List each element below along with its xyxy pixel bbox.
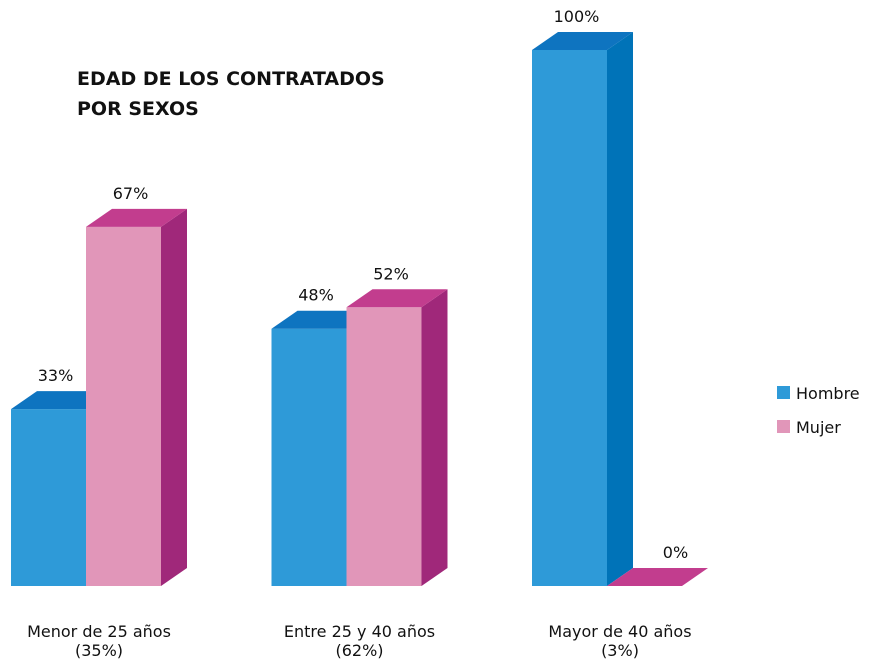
bar-front bbox=[532, 50, 607, 586]
bar-front bbox=[271, 328, 347, 586]
bar-front bbox=[86, 226, 161, 586]
bar-front bbox=[11, 409, 86, 586]
x-tick-label: Mayor de 40 años (3%) bbox=[548, 622, 692, 660]
bar-side bbox=[421, 289, 448, 586]
legend-swatch bbox=[777, 420, 790, 433]
value-label: 33% bbox=[38, 366, 74, 385]
bar-front bbox=[346, 307, 422, 586]
x-tick-label: Entre 25 y 40 años (62%) bbox=[283, 622, 436, 660]
bar-side bbox=[161, 208, 187, 586]
value-label: 52% bbox=[373, 264, 409, 283]
chart-title: EDAD DE LOS CONTRATADOS POR SEXOS bbox=[77, 68, 385, 120]
bar-top bbox=[607, 568, 708, 586]
value-label: 48% bbox=[298, 286, 334, 305]
bar bbox=[86, 208, 187, 586]
legend-label: Mujer bbox=[796, 418, 841, 437]
bar bbox=[607, 568, 708, 586]
legend-swatch bbox=[777, 386, 790, 399]
value-label: 100% bbox=[554, 7, 600, 26]
bar bbox=[532, 32, 633, 586]
bar-side bbox=[607, 32, 633, 586]
bar bbox=[346, 289, 448, 586]
x-tick-label: Menor de 25 años (35%) bbox=[27, 622, 171, 660]
bar-top bbox=[86, 208, 187, 227]
bar-top bbox=[532, 32, 633, 50]
value-label: 67% bbox=[113, 184, 149, 203]
value-label: 0% bbox=[663, 543, 688, 562]
legend-label: Hombre bbox=[796, 384, 860, 403]
bar-top bbox=[346, 289, 448, 308]
